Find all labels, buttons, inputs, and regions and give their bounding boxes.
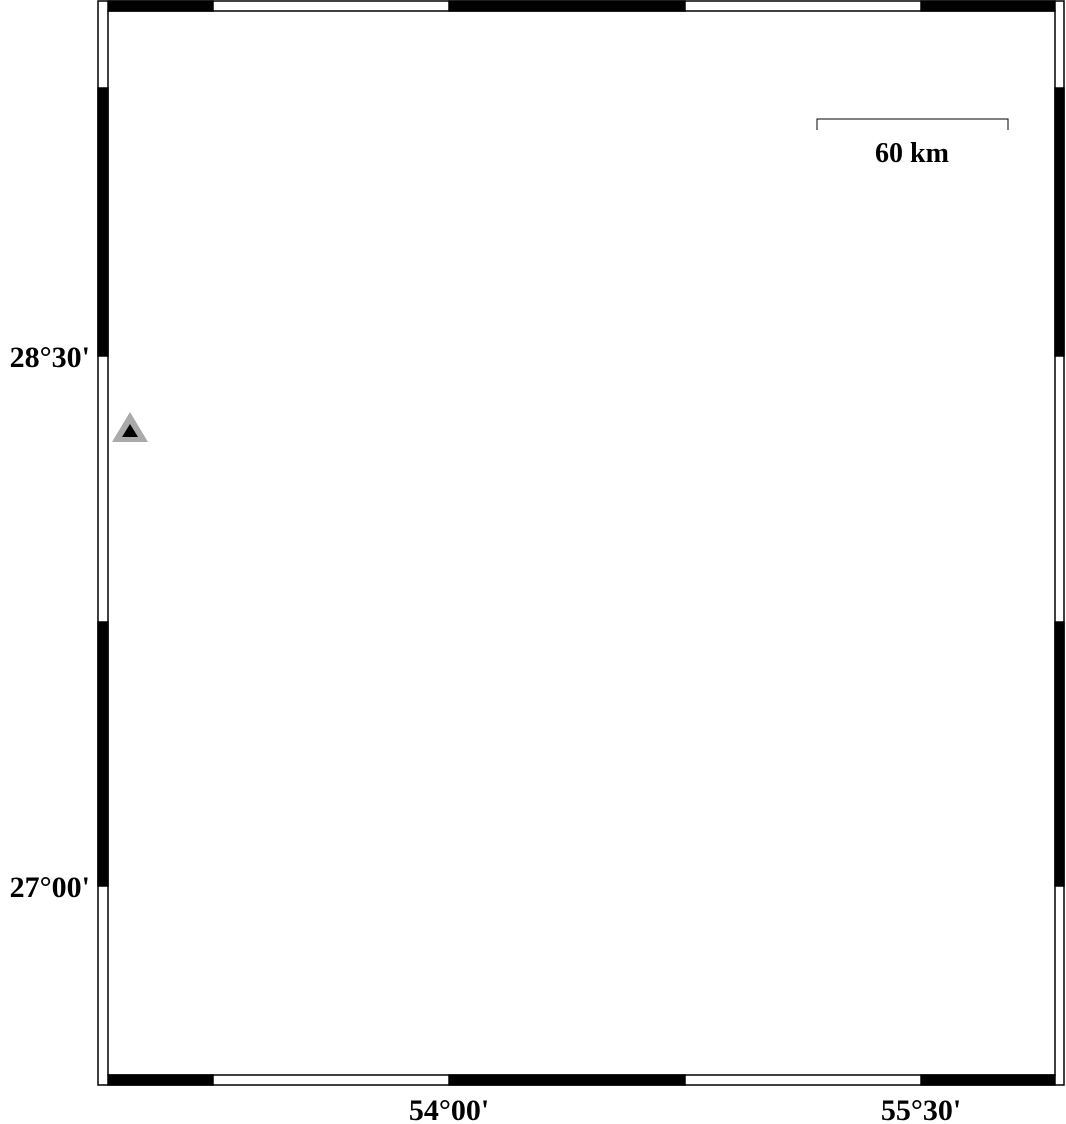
scale-bar-label: 60 km [875,138,949,169]
lat-label-28-30: 28°30' [10,341,90,374]
triangle-icon[interactable] [112,412,148,442]
lon-label-54-00: 54°00' [409,1094,489,1124]
lat-label-27-00: 27°00' [10,871,90,904]
scale-bar [816,118,1009,130]
map-frame [97,0,1065,1086]
lon-label-55-30: 55°30' [881,1094,961,1124]
